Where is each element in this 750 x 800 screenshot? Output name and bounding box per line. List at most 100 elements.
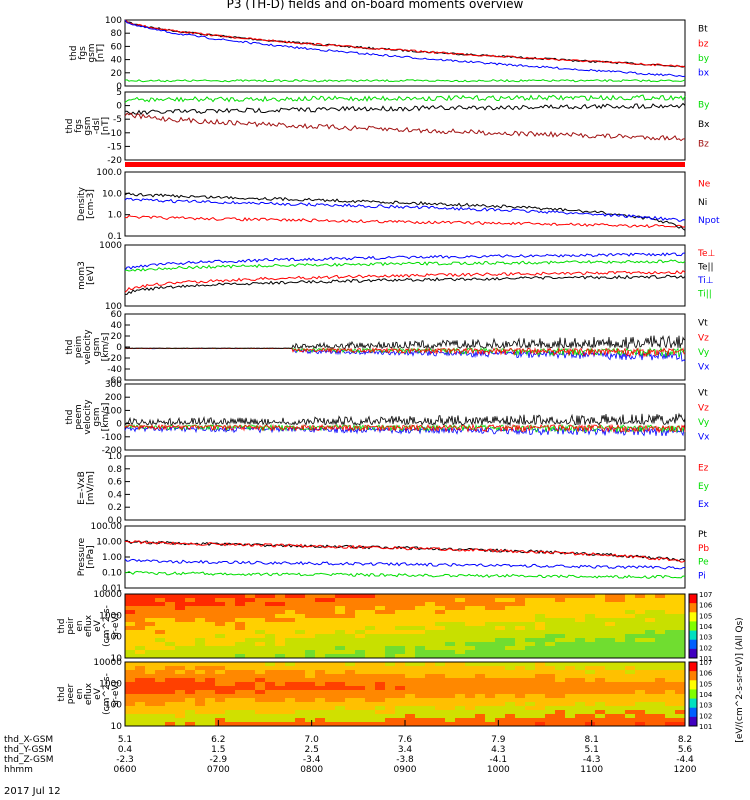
heatmap-cell [195, 714, 205, 718]
heatmap-cell [675, 598, 685, 602]
heatmap-cell [455, 682, 465, 686]
heatmap-cell [345, 622, 355, 626]
heatmap-cell [335, 618, 345, 622]
heatmap-cell [355, 654, 365, 658]
heatmap-cell [405, 634, 415, 638]
heatmap-cell [145, 610, 155, 614]
heatmap-cell [635, 662, 645, 666]
heatmap-cell [345, 638, 355, 642]
heatmap-cell [325, 670, 335, 674]
heatmap-cell [125, 626, 135, 630]
heatmap-cell [435, 714, 445, 718]
heatmap-cell [155, 622, 165, 626]
pressure-ytick-label: 0.10 [102, 569, 122, 579]
heatmap-cell [135, 710, 145, 714]
heatmap-cell [665, 710, 675, 714]
heatmap-cell [615, 618, 625, 622]
heatmap-cell [645, 642, 655, 646]
heatmap-cell [205, 602, 215, 606]
heatmap-cell [205, 650, 215, 654]
heatmap-cell [445, 686, 455, 690]
heatmap-cell [335, 718, 345, 722]
heatmap-cell [675, 614, 685, 618]
colorbar-segment [689, 707, 697, 718]
heatmap-cell [145, 706, 155, 710]
heatmap-cell [215, 602, 225, 606]
heatmap-cell [275, 654, 285, 658]
colorbar-frame [688, 661, 698, 727]
heatmap-cell [575, 642, 585, 646]
heatmap-cell [535, 594, 545, 598]
heatmap-cell [335, 626, 345, 630]
heatmap-cell [275, 706, 285, 710]
heatmap-cell [275, 662, 285, 666]
heatmap-cell [665, 702, 675, 706]
heatmap-cell [665, 694, 675, 698]
heatmap-cell [505, 706, 515, 710]
heatmap-cell [245, 674, 255, 678]
heatmap-cell [195, 698, 205, 702]
heatmap-cell [575, 698, 585, 702]
heatmap-cell [555, 718, 565, 722]
heatmap-cell [235, 690, 245, 694]
heatmap-cell [285, 650, 295, 654]
heatmap-cell [525, 650, 535, 654]
heatmap-cell [195, 638, 205, 642]
pressure-ytick-label: 10.00 [96, 538, 122, 548]
heatmap-cell [185, 650, 195, 654]
heatmap-cell [355, 634, 365, 638]
heatmap-cell [425, 686, 435, 690]
heatmap-cell [165, 714, 175, 718]
heatmap-cell [325, 718, 335, 722]
heatmap-cell [515, 630, 525, 634]
heatmap-cell [495, 694, 505, 698]
heatmap-cell [415, 702, 425, 706]
heatmap-cell [595, 602, 605, 606]
peem-velocity-ytick-label: 300 [105, 380, 122, 390]
heatmap-cell [235, 650, 245, 654]
heatmap-cell [675, 706, 685, 710]
heatmap-cell [645, 626, 655, 630]
heatmap-cell [635, 610, 645, 614]
heatmap-cell [585, 722, 595, 726]
heatmap-cell [305, 718, 315, 722]
heatmap-cell [675, 610, 685, 614]
heatmap-cell [125, 698, 135, 702]
heatmap-cell [575, 610, 585, 614]
heatmap-cell [255, 594, 265, 598]
heatmap-cell [225, 606, 235, 610]
heatmap-cell [445, 650, 455, 654]
heatmap-cell [535, 686, 545, 690]
heatmap-cell [475, 638, 485, 642]
heatmap-cell [355, 706, 365, 710]
heatmap-cell [195, 690, 205, 694]
heatmap-cell [255, 602, 265, 606]
heatmap-cell [445, 690, 455, 694]
xtick-x-gsm: 6.2 [211, 735, 225, 745]
heatmap-cell [295, 666, 305, 670]
heatmap-cell [325, 686, 335, 690]
density-frame [124, 171, 686, 237]
heatmap-cell [315, 594, 325, 598]
heatmap-cell [445, 662, 455, 666]
heatmap-cell [285, 594, 295, 598]
heatmap-cell [315, 662, 325, 666]
heatmap-cell [605, 662, 615, 666]
heatmap-cell [565, 718, 575, 722]
heatmap-cell [405, 686, 415, 690]
heatmap-cell [315, 610, 325, 614]
peir-spectrogram-ylabel: eV [93, 619, 103, 632]
heatmap-cell [495, 666, 505, 670]
heatmap-cell [645, 594, 655, 598]
heatmap-cell [325, 654, 335, 658]
heatmap-cell [335, 662, 345, 666]
series-fgs-mag-by [124, 79, 686, 83]
heatmap-cell [325, 690, 335, 694]
heatmap-cell [425, 642, 435, 646]
heatmap-cell [155, 638, 165, 642]
heatmap-cell [665, 670, 675, 674]
heatmap-cell [365, 614, 375, 618]
heatmap-cell [125, 654, 135, 658]
heatmap-cell [515, 674, 525, 678]
heatmap-cell [275, 602, 285, 606]
